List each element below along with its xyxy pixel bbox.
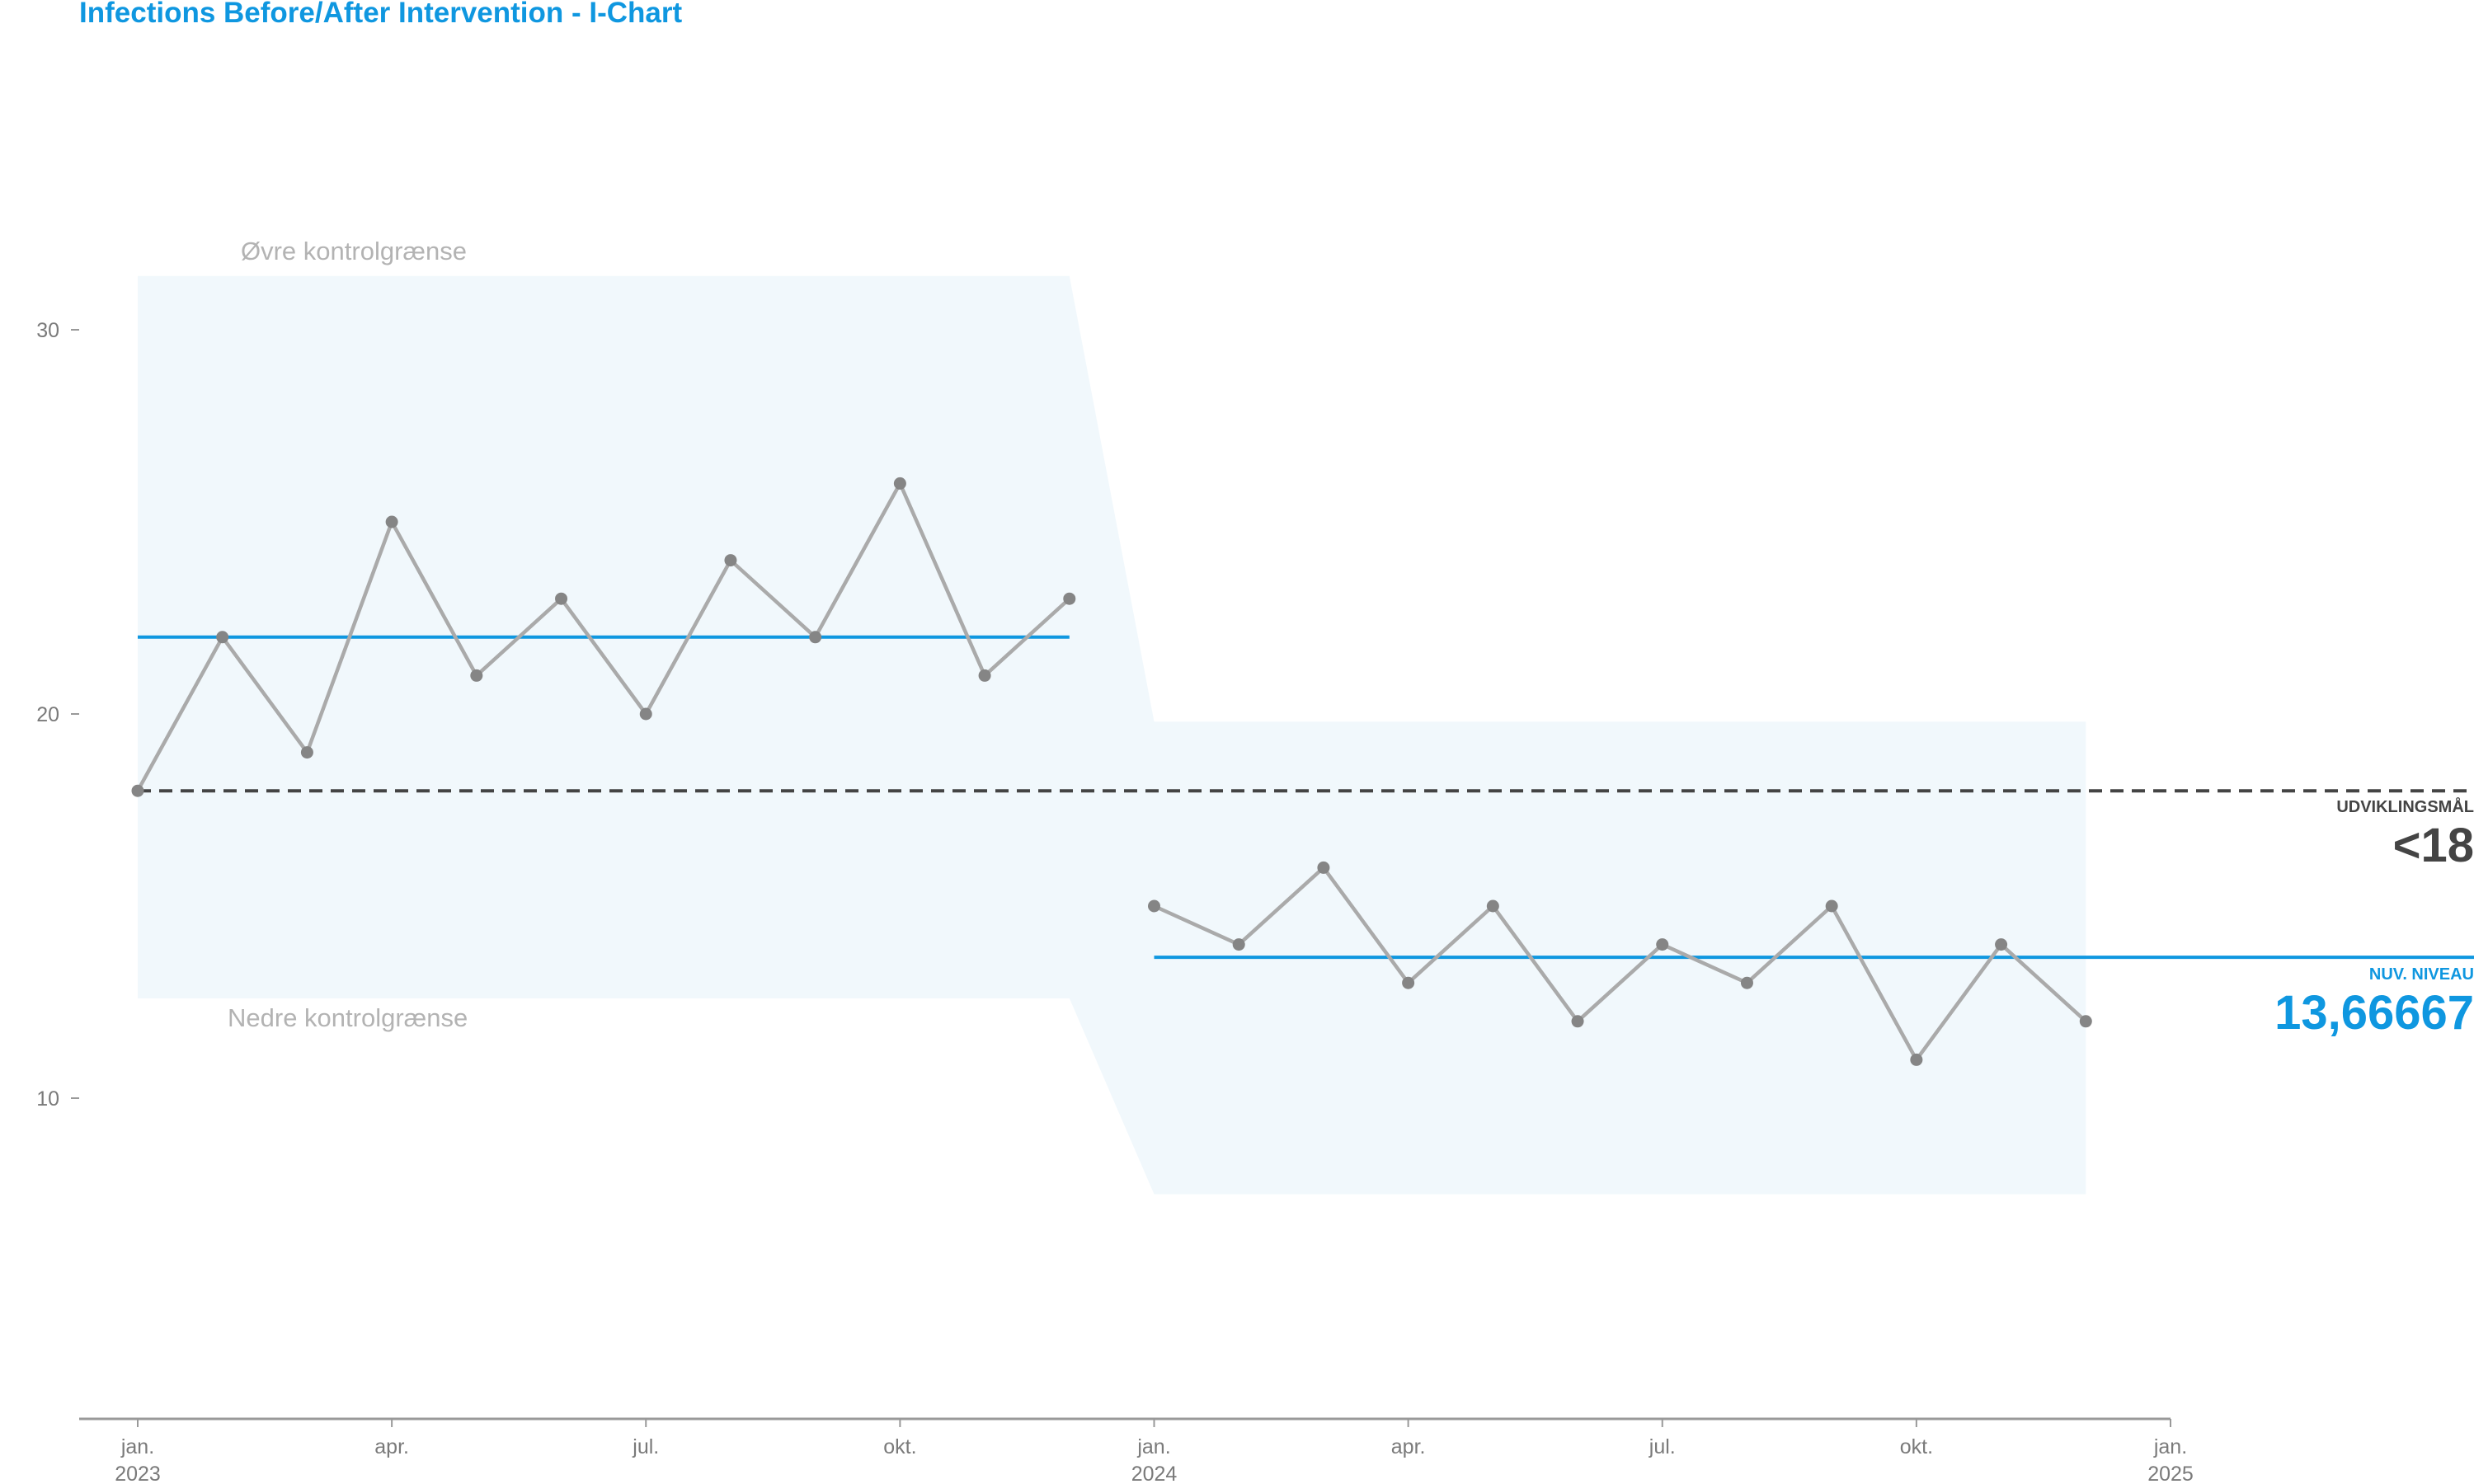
center-lines <box>138 635 2474 960</box>
data-point <box>809 631 822 644</box>
x-tick-label: apr. <box>1391 1435 1426 1458</box>
axes: jan. 2023 apr. jul. okt. jan. 2024 apr. jul. okt.… <box>36 319 2194 1484</box>
data-series <box>136 481 2087 1062</box>
data-point <box>300 746 313 759</box>
target-caption: UDVIKLINGSMÅL <box>2336 796 2474 816</box>
x-tick-label: jan. <box>1136 1435 1170 1458</box>
x-tick-label: jan. <box>120 1435 154 1458</box>
x-tick-label: jul. <box>632 1435 659 1458</box>
x-tick-label: jan. <box>2153 1435 2187 1458</box>
data-point <box>131 784 144 797</box>
data-point <box>216 631 229 644</box>
x-tick-label: okt. <box>1900 1435 1933 1458</box>
y-tick-label: 10 <box>36 1087 59 1111</box>
data-point <box>1232 938 1245 951</box>
data-point <box>1910 1053 1923 1066</box>
x-tick-label: jul. <box>1649 1435 1676 1458</box>
y-tick-label: 30 <box>36 319 59 342</box>
data-point <box>1148 899 1160 913</box>
chart-title: Infections Before/After Intervention - I… <box>79 0 683 29</box>
x-tick-label: okt. <box>883 1435 916 1458</box>
lower-limit-label: Nedre kontrolgrænse <box>228 1003 468 1032</box>
data-point <box>1740 976 1753 989</box>
x-tick-year-label: 2024 <box>1131 1463 1178 1484</box>
target-value: <18 <box>2393 819 2474 872</box>
data-point <box>1995 938 2008 951</box>
control-limit-bands <box>138 275 2086 1195</box>
current-level-caption: NUV. NIVEAU <box>2369 965 2474 984</box>
x-tick-label: apr. <box>374 1435 409 1458</box>
current-level-value: 13,66667 <box>2274 986 2474 1040</box>
data-point <box>1656 938 1669 951</box>
data-point <box>385 515 398 528</box>
x-tick-year-label: 2025 <box>2147 1463 2194 1484</box>
series-line-phase-2 <box>1153 866 2087 1062</box>
data-point <box>1317 861 1330 874</box>
data-point <box>555 592 568 605</box>
y-tick-label: 20 <box>36 703 59 726</box>
data-point <box>1571 1015 1584 1028</box>
data-points <box>131 477 2092 1066</box>
x-tick-year-label: 2023 <box>115 1463 161 1484</box>
data-point <box>893 477 906 490</box>
data-point <box>724 554 737 567</box>
data-point <box>1402 976 1415 989</box>
data-point <box>470 669 483 682</box>
control-band <box>138 275 2086 1195</box>
data-point <box>1825 899 1838 913</box>
series-line-phase-1 <box>136 481 1071 792</box>
upper-limit-label: Øvre kontrolgrænse <box>241 237 467 265</box>
data-point <box>639 707 652 721</box>
data-point <box>2079 1015 2092 1028</box>
data-point <box>978 669 991 682</box>
data-point <box>1486 899 1499 913</box>
data-point <box>1063 592 1076 605</box>
